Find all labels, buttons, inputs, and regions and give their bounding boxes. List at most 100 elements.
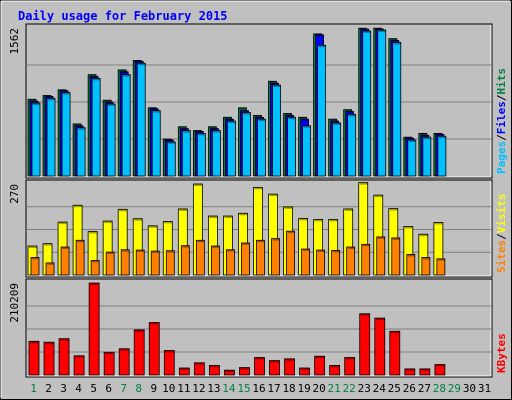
bar-body [208, 364, 220, 376]
bar-body [163, 350, 175, 376]
x-tick-label-day-14: 14 [222, 382, 236, 395]
bar-cap [225, 370, 235, 373]
legend-entry-pages: Pages [495, 141, 508, 174]
bar-cap [299, 117, 307, 120]
bar-cap [300, 367, 310, 370]
bar-cap [315, 356, 325, 359]
bar-cap [333, 122, 341, 125]
bar-cap [254, 115, 262, 118]
bar-cap [258, 119, 266, 122]
x-tick-label-day-7: 7 [120, 382, 127, 395]
bar-sites-day-5 [90, 260, 100, 276]
bar-body [331, 249, 341, 276]
series-sites [30, 230, 446, 276]
bar-pages-day-27 [422, 136, 432, 177]
legend-entry-kbytes: KBytes [495, 333, 508, 373]
bar-body [31, 102, 41, 177]
bar-cap [209, 216, 218, 219]
bar-cap [389, 208, 398, 211]
bar-cap [76, 125, 84, 128]
bar-kbytes-day-2 [43, 341, 55, 376]
bar-cap [152, 251, 160, 254]
x-tick-label-day-28: 28 [433, 382, 446, 395]
bar-pages-day-6 [106, 103, 116, 177]
legend-entry-hits: Hits [495, 68, 508, 95]
bar-body [91, 78, 101, 177]
bar-body [73, 355, 85, 376]
bar-pages-day-1 [31, 102, 41, 177]
bar-cap [359, 182, 368, 185]
bar-sites-day-4 [75, 239, 85, 276]
bar-cap [77, 240, 85, 243]
bar-cap [437, 258, 445, 261]
bar-body [407, 139, 417, 177]
bar-body [329, 364, 341, 376]
bar-cap [255, 357, 265, 360]
bar-cap [179, 208, 188, 211]
bar-body [60, 246, 70, 276]
legend-entry-sites: Sites [495, 240, 508, 273]
bar-body [269, 360, 280, 376]
bar-pages-day-10 [166, 141, 176, 177]
bar-body [421, 257, 431, 276]
panel-kbytes: 210209 KBytes [8, 278, 508, 378]
bar-cap [422, 257, 430, 260]
chart-title: Daily usage for February 2015 [18, 9, 228, 23]
legend-separator: / [495, 94, 508, 101]
bar-body [224, 369, 235, 376]
bar-cap [44, 243, 53, 246]
bar-kbytes-day-20 [314, 355, 326, 376]
bar-body [347, 114, 357, 177]
bar-body [287, 116, 296, 177]
bar-cap [256, 117, 264, 120]
bar-body [105, 251, 115, 276]
bar-pages-day-9 [151, 110, 161, 177]
bar-body [227, 120, 236, 177]
bar-cap [196, 131, 204, 134]
bar-sites-day-17 [271, 238, 280, 276]
bar-cap [435, 364, 445, 367]
bar-kbytes-day-19 [299, 367, 310, 376]
bar-cap [332, 250, 340, 253]
bar-cap [224, 117, 232, 120]
bar-cap [405, 368, 415, 371]
bar-body [317, 44, 327, 177]
bar-body [195, 239, 205, 276]
bar-body [150, 250, 160, 276]
bar-cap [213, 130, 221, 133]
bar-body [75, 239, 85, 276]
x-tick-label-day-18: 18 [282, 382, 295, 395]
bar-body [58, 338, 70, 376]
legend: KBytes [495, 333, 508, 373]
bar-body [211, 130, 221, 177]
bar-pages-day-22 [347, 114, 357, 177]
bar-cap [286, 115, 294, 118]
bar-cap [150, 322, 160, 325]
bar-cap [285, 358, 295, 361]
bar-sites-day-6 [105, 251, 115, 276]
bar-pages-day-28 [437, 135, 447, 177]
bar-cap [344, 109, 352, 112]
bar-cap [166, 139, 174, 142]
bar-pages-day-12 [196, 132, 206, 177]
legend: Sites/Visits [495, 194, 508, 274]
panels-layer: 1562Pages/Files/Hits270Sites/Visits21020… [8, 23, 508, 378]
bar-pages-day-19 [302, 125, 311, 177]
bar-cap [270, 360, 280, 363]
bar-cap [74, 123, 82, 126]
bar-body [193, 362, 205, 376]
bar-body [361, 243, 371, 276]
x-tick-label-day-2: 2 [45, 382, 52, 395]
bar-kbytes-day-10 [163, 350, 175, 376]
bar-cap [181, 128, 189, 131]
bar-cap [32, 257, 39, 260]
bar-kbytes-day-16 [254, 357, 265, 376]
bar-cap [318, 45, 326, 48]
bar-cap [137, 250, 145, 253]
bar-cap [227, 249, 235, 252]
x-tick-label-day-9: 9 [150, 382, 157, 395]
bar-cap [243, 112, 251, 115]
bar-cap [390, 331, 400, 334]
bar-cap [108, 103, 116, 106]
bar-body [210, 245, 220, 276]
